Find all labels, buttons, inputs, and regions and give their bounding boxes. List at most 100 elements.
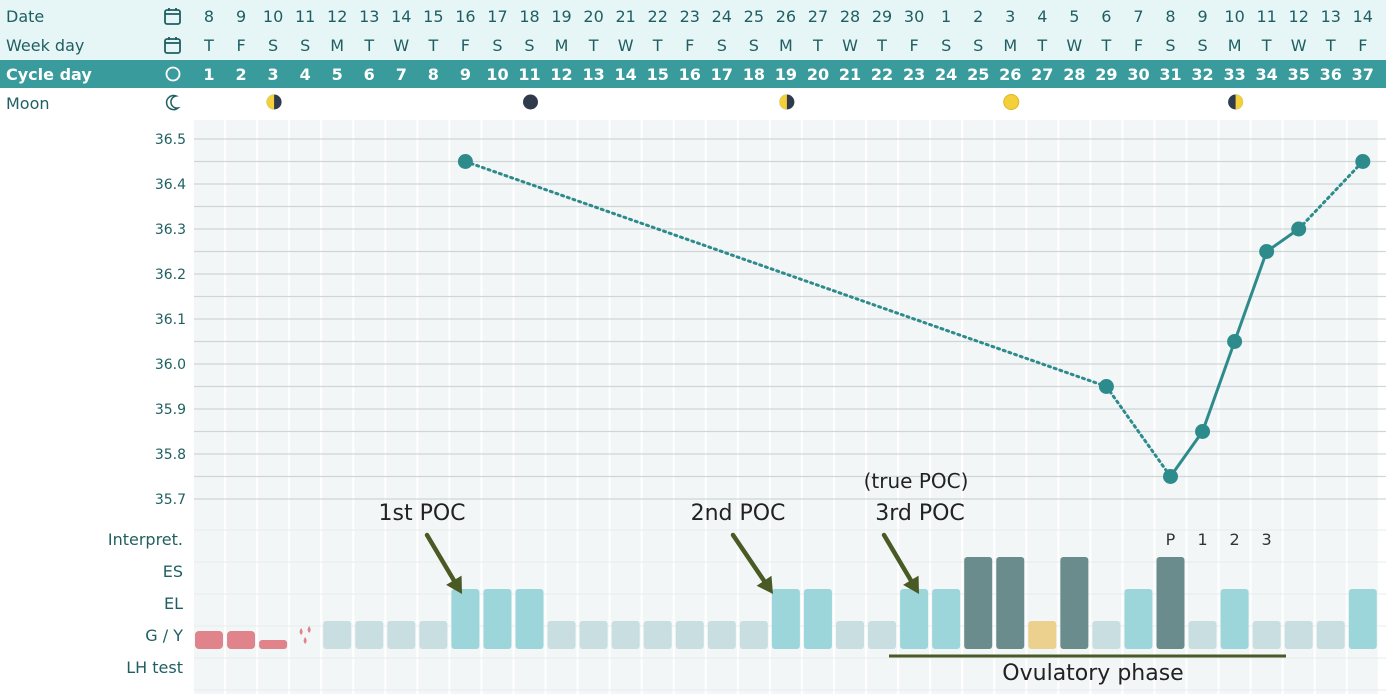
date-cell: 26 [776,7,796,26]
column-stripe [738,120,769,694]
cycle-day-cell: 36 [1320,65,1342,84]
light-bleeding-bar [259,640,288,649]
drop [303,637,307,644]
el-mucus-bar [483,589,512,649]
gy-mucus-bar [1188,621,1217,649]
cycle-circle-icon [165,66,181,82]
arrow-icon [881,532,919,594]
el-mucus-bar [771,589,800,649]
temperature-line-dotted [1297,160,1365,231]
cycle-day-cell: 13 [582,65,604,84]
cycle-day-cell: 4 [300,65,311,84]
gy-mucus-bar [643,621,672,649]
cycle-day-cell: 3 [268,65,279,84]
date-cell: 1 [941,7,951,26]
el-mucus-bar [451,589,480,649]
cycle-day-cell: 37 [1352,65,1374,84]
true-poc-annotation: (true POC) [864,469,969,493]
cycle-day-cell: 19 [775,65,797,84]
last-quarter-moon-icon [1228,94,1244,110]
interpretation-label: 1 [1197,530,1207,549]
es-mucus-bar [996,557,1025,649]
weekday-cell: W [842,36,858,55]
weekday-cell: W [1066,36,1082,55]
column-stripe [835,120,865,694]
weekday-cell: T [1261,36,1272,55]
cycle-day-row-label: Cycle day [6,65,92,84]
gy-mucus-bar [707,621,736,649]
cycle-day-cell: 27 [1031,65,1053,84]
weekday-cell: F [1134,36,1143,55]
weekday-cell: T [588,36,599,55]
date-cell: 8 [204,7,214,26]
gy-mucus-bar [387,621,416,649]
weekday-cell: W [618,36,634,55]
arrow-shaft [881,532,914,583]
cycle-day-bar [0,60,1386,88]
temperature-point [1195,424,1211,439]
y-tick-label: 36.3 [155,222,186,238]
cycle-day-cell: 6 [364,65,375,84]
es-mucus-bar [964,557,993,649]
date-cell: 3 [1005,7,1015,26]
column-stripe [642,120,673,694]
date-cell: 6 [1101,7,1111,26]
column-stripe [194,120,224,694]
el-mucus-bar [515,589,544,649]
gy-mucus-bar [579,621,608,649]
date-cell: 25 [744,7,764,26]
y-tick-label: 36.5 [155,132,186,148]
cycle-day-cell: 28 [1063,65,1085,84]
date-cell: 21 [615,7,635,26]
moon-lit-half [266,94,275,110]
cycle-day-cell: 5 [332,65,343,84]
moon-lit-half [779,94,787,110]
date-cell: 15 [423,7,443,26]
arrow-icon [424,532,462,594]
gy-mucus-bar [547,621,576,649]
date-cell: 12 [327,7,347,26]
column-stripe [1091,120,1122,694]
moon-lit-half [1235,94,1244,110]
y-tick-label: 35.8 [155,447,186,463]
cycle-day-cell: 21 [839,65,861,84]
arrow-head [446,575,462,594]
date-cell: 10 [1224,7,1244,26]
column-stripe [386,120,417,694]
arrow-head [756,575,773,594]
gy-mucus-bar [739,621,768,649]
interpretation-label: 2 [1230,530,1240,549]
weekday-cell: S [524,36,534,55]
date-cell: 14 [1353,7,1373,26]
gy-mucus-bar [868,621,897,649]
column-stripe [1315,120,1346,694]
weekday-cell: T [812,36,823,55]
temperature-line [1169,430,1204,478]
bleeding-bar [195,631,223,649]
arrow-shaft [730,532,767,584]
cycle-day-cell: 20 [807,65,829,84]
lh-test-row-label: LH test [126,658,183,677]
gy-mucus-bar [836,621,864,649]
temperature-point [1098,379,1114,394]
arrow-head [903,575,919,594]
temperature-line [1201,340,1237,433]
date-row-label: Date [6,7,44,26]
cycle-day-cell: 14 [615,65,637,84]
gy-mucus-bar [1092,621,1121,649]
gy-yellow-mucus-bar [1028,621,1057,649]
moon-icon [165,94,181,111]
temperature-line-dotted [1104,385,1172,478]
calendar-icon [164,37,181,54]
weekday-cell: S [268,36,278,55]
column-stripe [258,120,289,694]
y-tick-label: 36.4 [155,177,186,193]
cycle-day-cell: 9 [460,65,471,84]
temperature-line-dotted [463,160,1108,388]
calendar-icon [164,8,181,25]
gy-row-label: G / Y [145,626,183,645]
weekday-cell: S [1197,36,1207,55]
el-mucus-bar [900,589,929,649]
second-poc-annotation: 2nd POC [691,501,786,526]
gy-mucus-bar [1316,621,1345,649]
